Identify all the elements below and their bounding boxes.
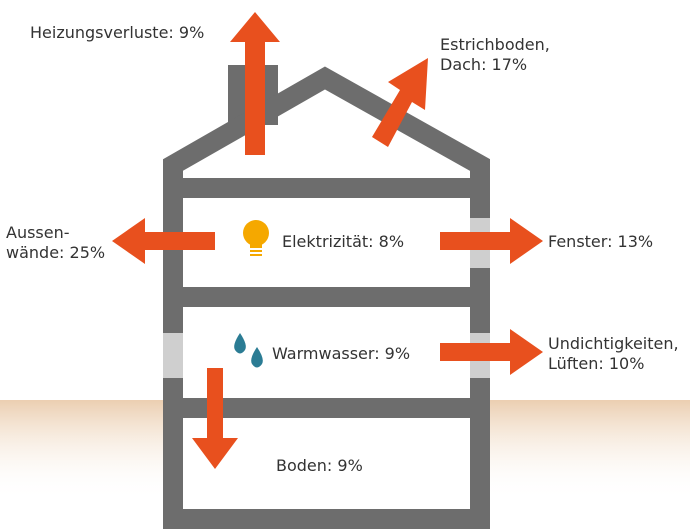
label: Estrichboden, — [440, 35, 550, 54]
label: Warmwasser: 9% — [272, 344, 410, 363]
label: Heizungsverluste: 9% — [30, 23, 204, 42]
label: Aussen- — [6, 223, 70, 242]
label: Boden: 9% — [276, 456, 363, 475]
label: Undichtigkeiten, — [548, 334, 679, 353]
label: Fenster: 13% — [548, 232, 653, 251]
label: Elektrizität: 8% — [282, 232, 404, 251]
label: wände: 25% — [6, 243, 105, 262]
label: Lüften: 10% — [548, 354, 644, 373]
diagram: Heizungsverluste: 9% Estrichboden,Dach: 1… — [0, 0, 690, 529]
label: Dach: 17% — [440, 55, 527, 74]
